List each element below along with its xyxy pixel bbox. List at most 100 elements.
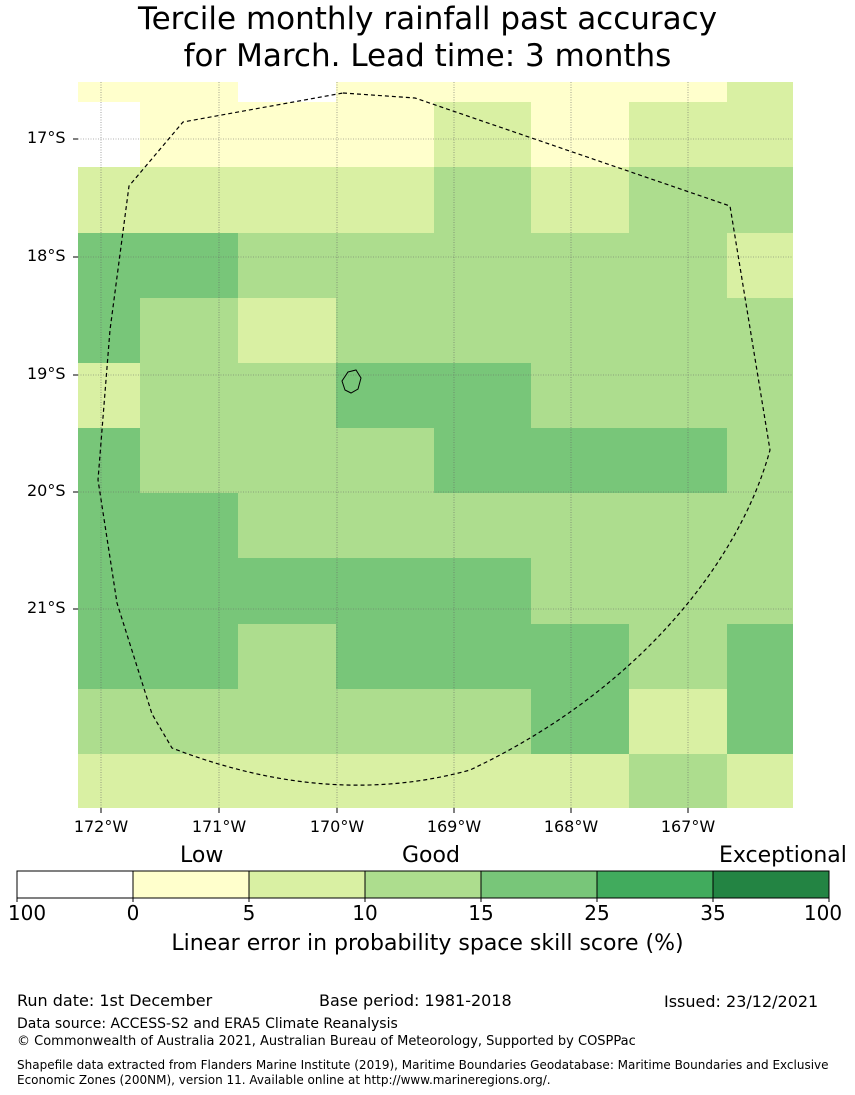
grid-cell (727, 82, 793, 102)
colorbar-swatch (712, 870, 830, 899)
colorbar-swatch (248, 870, 366, 899)
grid-cells (78, 82, 793, 808)
colorbar-tick: 0 (126, 901, 140, 925)
grid-cell (434, 233, 531, 298)
grid-cell (238, 167, 336, 233)
lon-label: 171°W (191, 817, 247, 836)
colorbar-tick: 25 (584, 901, 610, 925)
grid-cell (140, 298, 238, 363)
lat-label: 18°S (27, 246, 66, 265)
grid-cell (238, 428, 336, 493)
grid-cell (434, 428, 531, 493)
lon-label: 167°W (660, 817, 716, 836)
grid-cell (140, 167, 238, 233)
grid-cell (238, 754, 336, 808)
map-title-line-2: for March. Lead time: 3 months (183, 38, 672, 74)
grid-cell (629, 167, 727, 233)
grid-cell (727, 624, 793, 689)
colorbar-tick: 10 (352, 901, 378, 925)
grid-cell (629, 558, 727, 624)
grid-cell (434, 624, 531, 689)
grid-cell (434, 689, 531, 754)
grid-cell (629, 102, 727, 167)
grid-cell (434, 558, 531, 624)
grid-cell (531, 428, 629, 493)
grid-cell (336, 624, 434, 689)
grid-cell (434, 298, 531, 363)
grid-cell (140, 428, 238, 493)
grid-cell (434, 102, 531, 167)
grid-cell (78, 82, 140, 102)
grid-cell (727, 233, 793, 298)
grid-cell (140, 754, 238, 808)
grid-cell (531, 233, 629, 298)
grid-cell (78, 102, 140, 167)
lon-label: 172°W (73, 817, 129, 836)
grid-cell (629, 624, 727, 689)
grid-cell (238, 558, 336, 624)
grid-cell (531, 689, 629, 754)
grid-cell (531, 82, 629, 102)
grid-cell (336, 689, 434, 754)
eez-boundary (97, 92, 771, 786)
grid-cell (78, 428, 140, 493)
colorbar-swatch (364, 870, 482, 899)
lat-label: 17°S (27, 128, 66, 147)
grid-cell (629, 754, 727, 808)
grid-cell (434, 167, 531, 233)
grid-cell (238, 493, 336, 558)
grid-cell (727, 558, 793, 624)
grid-cell (336, 82, 434, 102)
grid-cell (140, 363, 238, 428)
grid-cell (78, 493, 140, 558)
grid-cell (140, 624, 238, 689)
grid-cell (531, 298, 629, 363)
grid-cell (336, 167, 434, 233)
lat-label: 19°S (27, 364, 66, 383)
grid-cell (78, 754, 140, 808)
grid-cell (78, 558, 140, 624)
grid-cell (336, 102, 434, 167)
grid-cell (629, 233, 727, 298)
grid-cell (434, 363, 531, 428)
grid-cell (238, 689, 336, 754)
grid-cell (78, 624, 140, 689)
legend-category-exceptional: Exceptional (719, 843, 847, 868)
grid-cell (629, 689, 727, 754)
grid-cell (531, 363, 629, 428)
lon-label: 168°W (543, 817, 599, 836)
grid-cell (238, 233, 336, 298)
lat-label: 21°S (27, 598, 66, 617)
grid-cell (629, 298, 727, 363)
colorbar-tick: 100 (7, 901, 47, 925)
skill-score-map (73, 82, 793, 813)
colorbar-tick: 15 (468, 901, 494, 925)
grid-cell (336, 233, 434, 298)
colorbar-tick: 100 (803, 901, 843, 925)
colorbar-label: Linear error in probability space skill … (171, 931, 684, 956)
colorbar-swatch (480, 870, 598, 899)
lon-label: 169°W (426, 817, 482, 836)
grid-cell (727, 167, 793, 233)
grid-cell (629, 363, 727, 428)
grid-cell (727, 363, 793, 428)
colorbar-tick: 5 (242, 901, 256, 925)
grid-cell (238, 363, 336, 428)
colorbar-tick: 35 (700, 901, 726, 925)
grid-cell (629, 428, 727, 493)
grid-cell (140, 558, 238, 624)
island-outline (341, 369, 362, 394)
grid-cell (140, 82, 238, 102)
lon-label: 170°W (309, 817, 365, 836)
issued-date: Issued: 23/12/2021 (664, 992, 819, 1011)
grid-cell (629, 493, 727, 558)
grid-cell (78, 233, 140, 298)
grid-cell (434, 82, 531, 102)
grid-cell (78, 363, 140, 428)
grid-cell (629, 82, 727, 102)
grid-cell (727, 102, 793, 167)
grid-cell (336, 298, 434, 363)
graticule (78, 82, 793, 808)
grid-cell (336, 428, 434, 493)
grid-cell (531, 754, 629, 808)
